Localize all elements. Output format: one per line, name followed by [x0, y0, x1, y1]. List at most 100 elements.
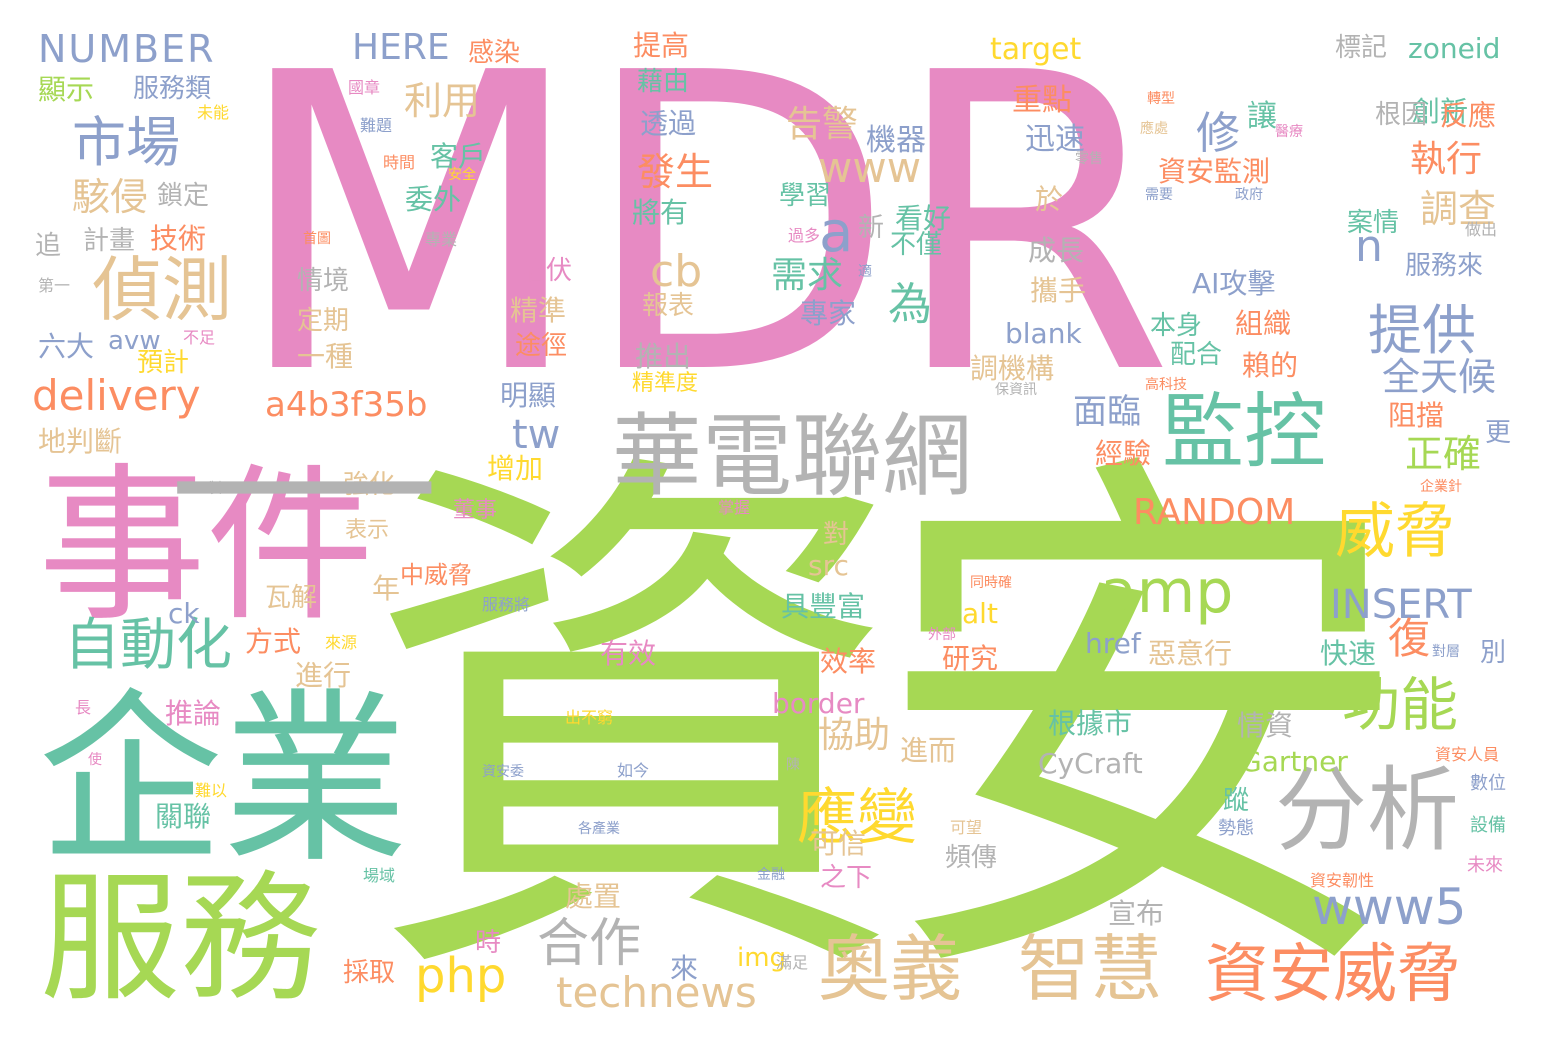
word-130: 研究: [942, 645, 998, 673]
word-alt: alt: [962, 600, 998, 628]
word-119: 進行: [295, 662, 351, 690]
word-90: 委外: [405, 186, 461, 214]
word-167: 醫療: [1275, 125, 1303, 139]
word-145: 採取: [343, 960, 395, 986]
word-54: 於: [1035, 186, 1063, 214]
word-zoneid: zoneid: [1408, 35, 1500, 63]
word-83: 感染: [468, 40, 520, 66]
word-81: 調機構: [970, 355, 1054, 383]
word-151: 資安人員: [1435, 747, 1499, 763]
word-140: 宣布: [1108, 900, 1164, 928]
word-href: href: [1085, 630, 1141, 658]
word-79: 更: [1485, 420, 1511, 446]
word-170: 政府: [1235, 188, 1263, 202]
word-64: 反應: [1440, 102, 1496, 130]
word-88: 技術: [150, 225, 206, 253]
word-110: 董事: [453, 500, 497, 522]
word-41: 修: [1196, 112, 1240, 156]
word-gartner: Gartner: [1240, 748, 1348, 776]
word-82: 經驗: [1095, 440, 1151, 468]
word-131: 惡意行: [1148, 640, 1232, 668]
word-122: 有效: [600, 640, 656, 668]
word-60: 專家: [800, 300, 856, 328]
word-155: 未能: [197, 105, 229, 121]
word-67: 服務來: [1405, 253, 1483, 279]
word-src: src: [808, 552, 849, 580]
word-189: 場域: [363, 868, 395, 884]
word-target: target: [990, 35, 1081, 65]
word-10: 智慧: [1018, 933, 1162, 1005]
word-127: 處置: [565, 883, 621, 911]
word-12: 偵測: [92, 255, 232, 325]
word-148: 數位: [1470, 775, 1506, 793]
word-cycraft: CyCraft: [1038, 750, 1143, 778]
word-58: 不僅: [890, 232, 942, 258]
word-89: 追: [35, 233, 61, 259]
word-128: 之下: [820, 865, 872, 891]
word-random: RANDOM: [1133, 495, 1295, 531]
word-157: 時間: [383, 155, 415, 171]
word-blank: blank: [1005, 320, 1082, 348]
word-101: 精準度: [632, 373, 698, 395]
word-123: 效率: [820, 648, 876, 676]
word-182: 使: [88, 753, 102, 767]
word-6: 華電聯網: [612, 412, 972, 502]
word-186: 陳: [786, 758, 800, 772]
word-180: 出不窮: [565, 710, 613, 726]
word-125: 進而: [900, 737, 956, 765]
word-165: 轉型: [1147, 92, 1175, 106]
word-132: 根據市: [1048, 710, 1132, 738]
word-120: 推論: [165, 700, 221, 728]
word-9: 奧義: [818, 933, 962, 1005]
word-7: 監控: [1162, 392, 1326, 474]
word-106: 預計: [137, 350, 189, 376]
word-111: 對: [823, 522, 849, 548]
word-135: 情資: [1237, 712, 1293, 740]
word-24: 合作: [537, 918, 641, 970]
word-164: 適: [858, 265, 872, 279]
word-php: php: [415, 952, 506, 1000]
word-96: 潛伏: [520, 258, 572, 284]
word-154: 國章: [348, 80, 380, 96]
word-93: 情境: [297, 268, 349, 294]
word-56: 學習: [779, 183, 831, 209]
word-16: 威脅: [1335, 502, 1455, 562]
word-187: 可望: [950, 820, 982, 836]
word-52: 重點: [1012, 86, 1072, 116]
word-34: 發生: [637, 153, 713, 191]
word-68: 標記: [1335, 35, 1387, 61]
word-138: 快速: [1320, 640, 1376, 668]
word-168: 零售: [1075, 152, 1103, 166]
word-146: 勢態: [1218, 820, 1254, 838]
word-86: 鎖定: [157, 183, 209, 209]
word-77: 賴的: [1242, 352, 1298, 380]
word-37: 全天候: [1382, 358, 1496, 396]
word-147: 設備: [1470, 817, 1506, 835]
word-number: NUMBER: [38, 30, 216, 68]
word-191: 滿足: [776, 955, 808, 971]
word-98: 途徑: [515, 333, 567, 359]
word-144: 時: [475, 930, 501, 956]
word-63: 根因: [1375, 102, 1427, 128]
word-technews: technews: [556, 972, 757, 1014]
word-94: 定期: [297, 308, 349, 334]
word-49: 提高: [633, 32, 689, 60]
word-38: 正確: [1405, 435, 1481, 473]
word-74: 本身: [1150, 313, 1202, 339]
word-57: 看好: [895, 205, 951, 233]
word-159: 首圖: [303, 232, 331, 246]
word-149: 未來: [1467, 857, 1503, 875]
word-172: 高科技: [1145, 378, 1187, 392]
word-55: 機器: [866, 126, 926, 156]
word-here: HERE: [352, 30, 450, 66]
word-183: 難以: [195, 783, 227, 799]
word-17: 功能: [1342, 676, 1458, 734]
word-184: 資安委: [482, 765, 524, 779]
word-48: 協助: [818, 718, 890, 754]
word-103: 增加: [487, 455, 543, 483]
word-139: 別: [1480, 640, 1506, 666]
word-78: 阻擋: [1388, 402, 1444, 430]
word-13: 市場: [72, 116, 180, 170]
word-95: 一種: [297, 343, 353, 371]
word-104: 六大: [38, 333, 94, 361]
